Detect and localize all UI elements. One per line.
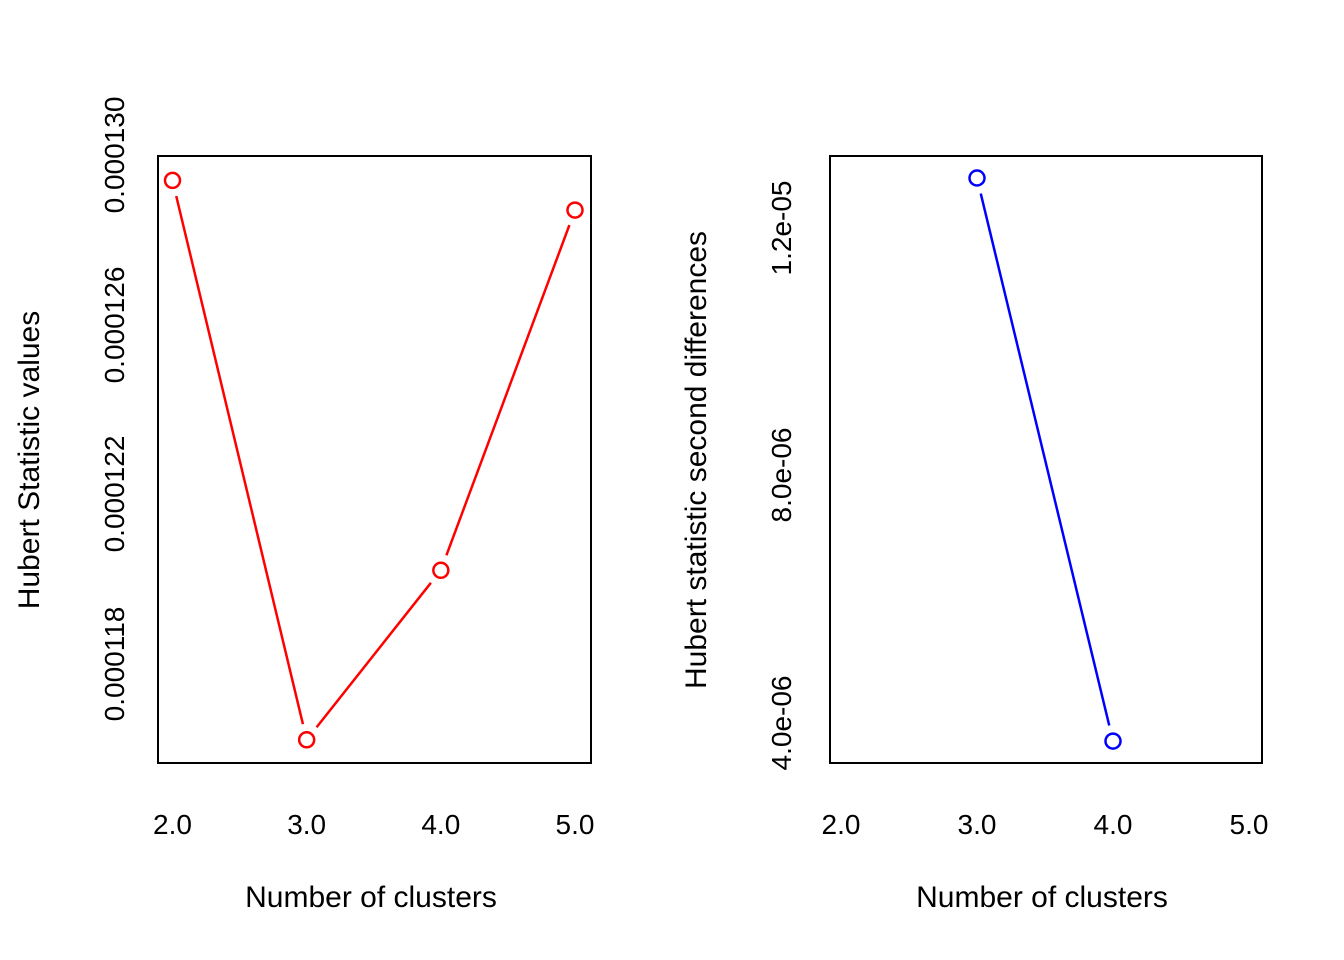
y-tick-label: 0.000126: [99, 266, 130, 383]
left-y-axis-title: Hubert Statistic values: [13, 310, 46, 610]
y-tick-label: 0.000130: [99, 96, 130, 214]
x-tick-label: 3.0: [287, 809, 327, 840]
x-tick-label: 2.0: [153, 809, 192, 840]
data-point-marker: [297, 731, 316, 749]
y-tick-label: 8.0e-06: [766, 427, 797, 523]
x-tick-label: 5.0: [1229, 809, 1269, 840]
data-point-marker: [968, 169, 986, 187]
x-tick-label: 4.0: [1093, 809, 1133, 840]
data-point-marker: [432, 561, 450, 580]
right-x-axis-title: Number of clusters: [916, 881, 1168, 914]
data-point-marker: [566, 201, 584, 219]
x-tick-label: 3.0: [957, 809, 997, 840]
plot-box: [829, 155, 1263, 764]
x-tick-label: 2.0: [821, 809, 861, 840]
y-tick-label: 0.000122: [99, 435, 130, 553]
data-point-marker: [1104, 732, 1122, 750]
series-line-segment: [175, 195, 305, 725]
x-tick-label: 4.0: [421, 809, 461, 840]
series-line-segment: [979, 193, 1111, 726]
x-tick-label: 5.0: [555, 809, 595, 840]
left-x-axis-title: Number of clusters: [245, 881, 497, 914]
y-tick-label: 0.000118: [99, 606, 130, 721]
right-y-axis-title: Hubert statistic second differences: [680, 230, 713, 690]
plot-box: [157, 155, 592, 764]
data-point-marker: [163, 171, 182, 190]
series-line-segment: [315, 582, 432, 729]
y-tick-label: 1.2e-05: [766, 180, 797, 275]
series-line-segment: [445, 224, 571, 556]
y-tick-label: 4.0e-06: [766, 675, 797, 770]
